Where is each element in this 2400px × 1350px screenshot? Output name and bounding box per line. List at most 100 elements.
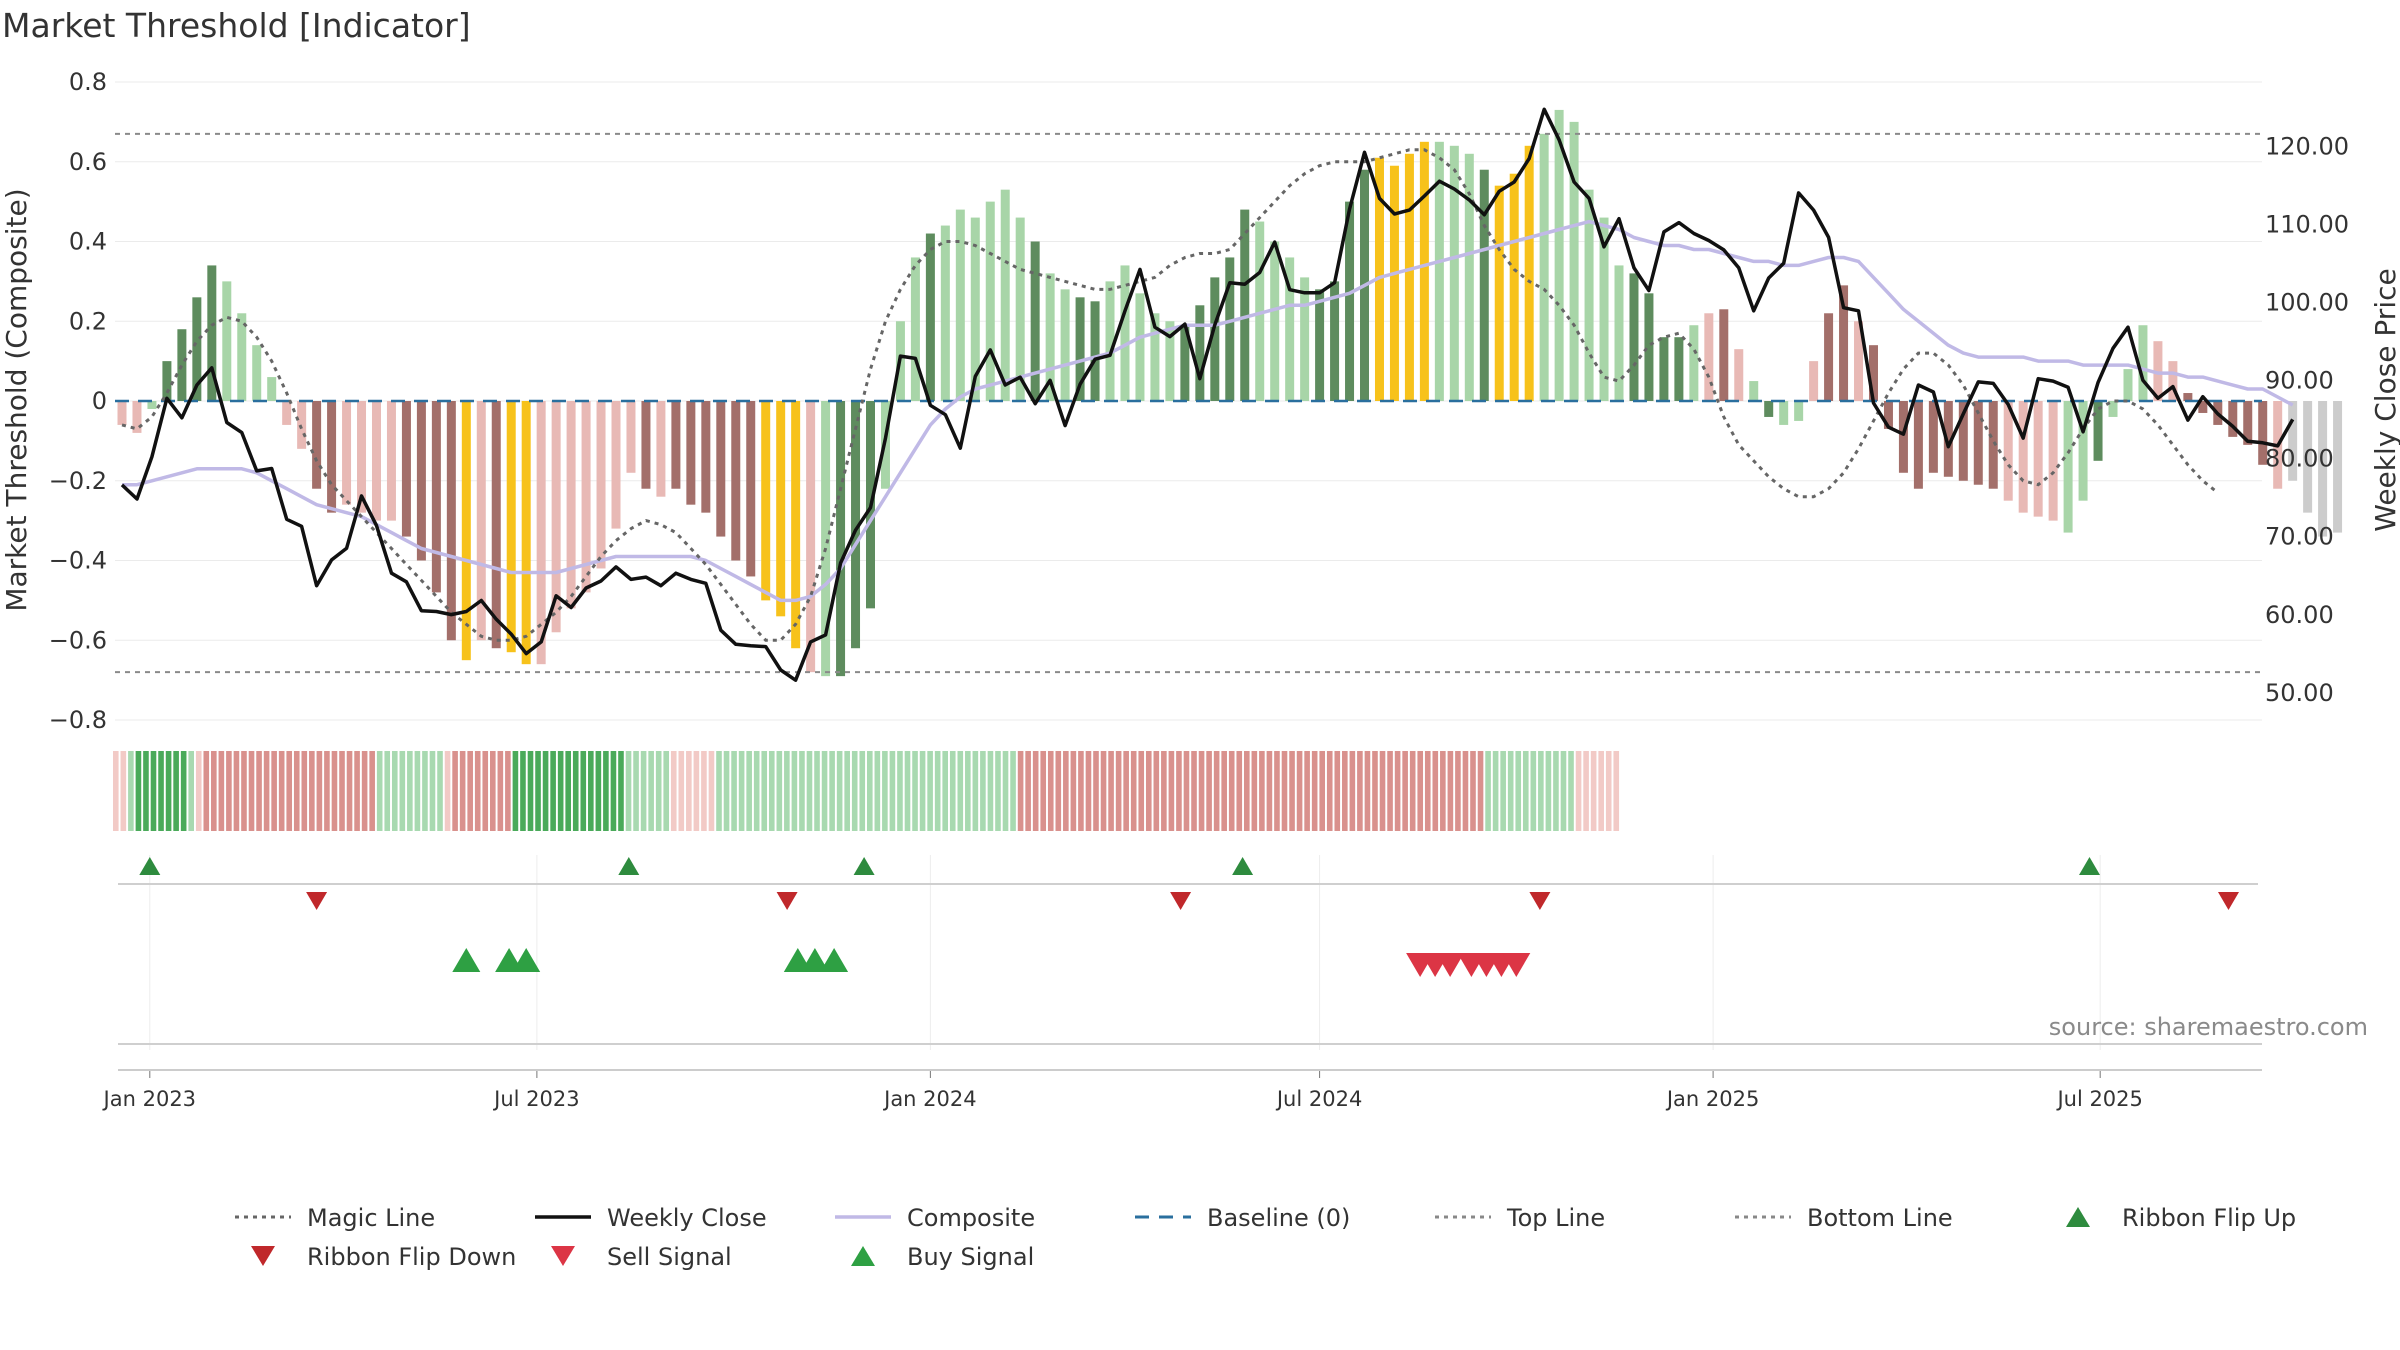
ribbon-segment — [731, 751, 737, 831]
legend-item: Top Line — [1435, 1204, 1605, 1232]
ribbon-segment — [655, 751, 662, 831]
ribbon-segment — [233, 751, 240, 831]
ribbon-flip-up-marker — [139, 857, 161, 875]
composite-bar — [1854, 321, 1864, 401]
ribbon-segment — [882, 751, 888, 831]
ribbon-segment — [1228, 751, 1235, 831]
ribbon-segment — [1379, 751, 1386, 831]
y-axis-right-label: Weekly Close Price — [2369, 268, 2400, 531]
composite-bar — [267, 377, 277, 401]
ribbon-segment — [874, 751, 881, 831]
ribbon-segment — [1455, 751, 1461, 831]
ribbon-segment — [203, 751, 210, 831]
composite-bar — [1824, 313, 1834, 401]
y-tick-right-label: 70.00 — [2265, 523, 2334, 551]
composite-bar — [1779, 401, 1789, 425]
composite-bars — [117, 109, 2343, 677]
ribbon-segment — [399, 751, 406, 831]
buy-signal-marker — [820, 948, 849, 972]
composite-bar — [521, 401, 531, 665]
composite-bar — [1809, 361, 1819, 401]
ribbon-segment — [414, 751, 421, 831]
ribbon-segment — [271, 751, 277, 831]
ribbon-segment — [1575, 751, 1582, 831]
ribbon-segment — [256, 751, 262, 831]
composite-bar — [1404, 153, 1414, 401]
composite-bar — [1764, 401, 1774, 417]
ribbon-segment — [1583, 751, 1589, 831]
ribbon-segment — [1198, 751, 1205, 831]
composite-bar — [2198, 401, 2208, 413]
ribbon-segment — [949, 751, 956, 831]
ribbon-segment — [640, 751, 647, 831]
composite-bar — [701, 401, 711, 513]
composite-bar — [1389, 165, 1399, 401]
composite-bar — [1330, 281, 1340, 401]
ribbon-segment — [987, 751, 994, 831]
ribbon-segment — [1002, 751, 1009, 831]
ribbon-segment — [429, 751, 436, 831]
composite-bar — [1449, 145, 1459, 401]
ribbon-segment — [248, 751, 255, 831]
ribbon-segment — [1259, 751, 1265, 831]
composite-bar — [1434, 141, 1444, 401]
legend-swatch — [2066, 1207, 2090, 1227]
ribbon-segment — [942, 751, 948, 831]
composite-bar — [1090, 301, 1100, 401]
ribbon-segment — [1311, 751, 1318, 831]
ribbon-segment — [407, 751, 413, 831]
ribbon-segment — [550, 751, 556, 831]
ribbon-segment — [226, 751, 232, 831]
composite-bar — [2228, 401, 2238, 437]
composite-bar — [147, 401, 157, 409]
composite-bar — [1225, 257, 1235, 401]
y-tick-right-label: 100.00 — [2265, 288, 2349, 316]
legend-label: Ribbon Flip Down — [307, 1243, 516, 1271]
ribbon-strip — [113, 751, 1620, 831]
composite-bar — [2153, 341, 2163, 401]
ribbon-flip-down-marker — [1170, 892, 1192, 910]
composite-bar — [1704, 313, 1714, 401]
composite-bar — [1120, 265, 1130, 401]
y-tick-left-label: 0.2 — [69, 307, 107, 335]
ribbon-segment — [1319, 751, 1325, 831]
composite-bar — [2288, 401, 2298, 481]
composite-bar — [491, 401, 501, 649]
ribbon-segment — [934, 751, 941, 831]
composite-bar — [1105, 281, 1115, 401]
composite-bar — [461, 401, 471, 661]
composite-bar — [117, 401, 127, 425]
composite-bar — [536, 401, 546, 665]
ribbon-segment — [919, 751, 926, 831]
composite-bar — [2123, 369, 2133, 401]
composite-bar — [2138, 325, 2148, 401]
ribbon-segment — [821, 751, 828, 831]
composite-bar — [1883, 401, 1893, 429]
composite-bar — [671, 401, 681, 489]
ribbon-segment — [723, 751, 730, 831]
composite-line — [122, 219, 2294, 603]
legend-item: Magic Line — [235, 1204, 435, 1232]
composite-bar — [910, 257, 920, 401]
composite-bar — [566, 401, 576, 609]
composite-bar — [716, 401, 726, 537]
ribbon-segment — [1281, 751, 1288, 831]
ribbon-segment — [1017, 751, 1024, 831]
ribbon-segment — [897, 751, 903, 831]
ribbon-segment — [836, 751, 843, 831]
ribbon-segment — [889, 751, 896, 831]
legend-label: Buy Signal — [907, 1243, 1034, 1271]
ribbon-segment — [120, 751, 127, 831]
composite-bar — [1075, 297, 1085, 401]
composite-bar — [1165, 321, 1175, 401]
ribbon-segment — [128, 751, 134, 831]
ribbon-segment — [150, 751, 157, 831]
composite-bar — [1195, 305, 1205, 401]
composite-bar — [1015, 217, 1025, 401]
ribbon-segment — [535, 751, 541, 831]
composite-bar — [2003, 401, 2013, 501]
ribbon-segment — [361, 751, 368, 831]
ribbon-segment — [1432, 751, 1439, 831]
composite-bar — [1180, 325, 1190, 401]
legend-item: Baseline (0) — [1135, 1204, 1350, 1232]
